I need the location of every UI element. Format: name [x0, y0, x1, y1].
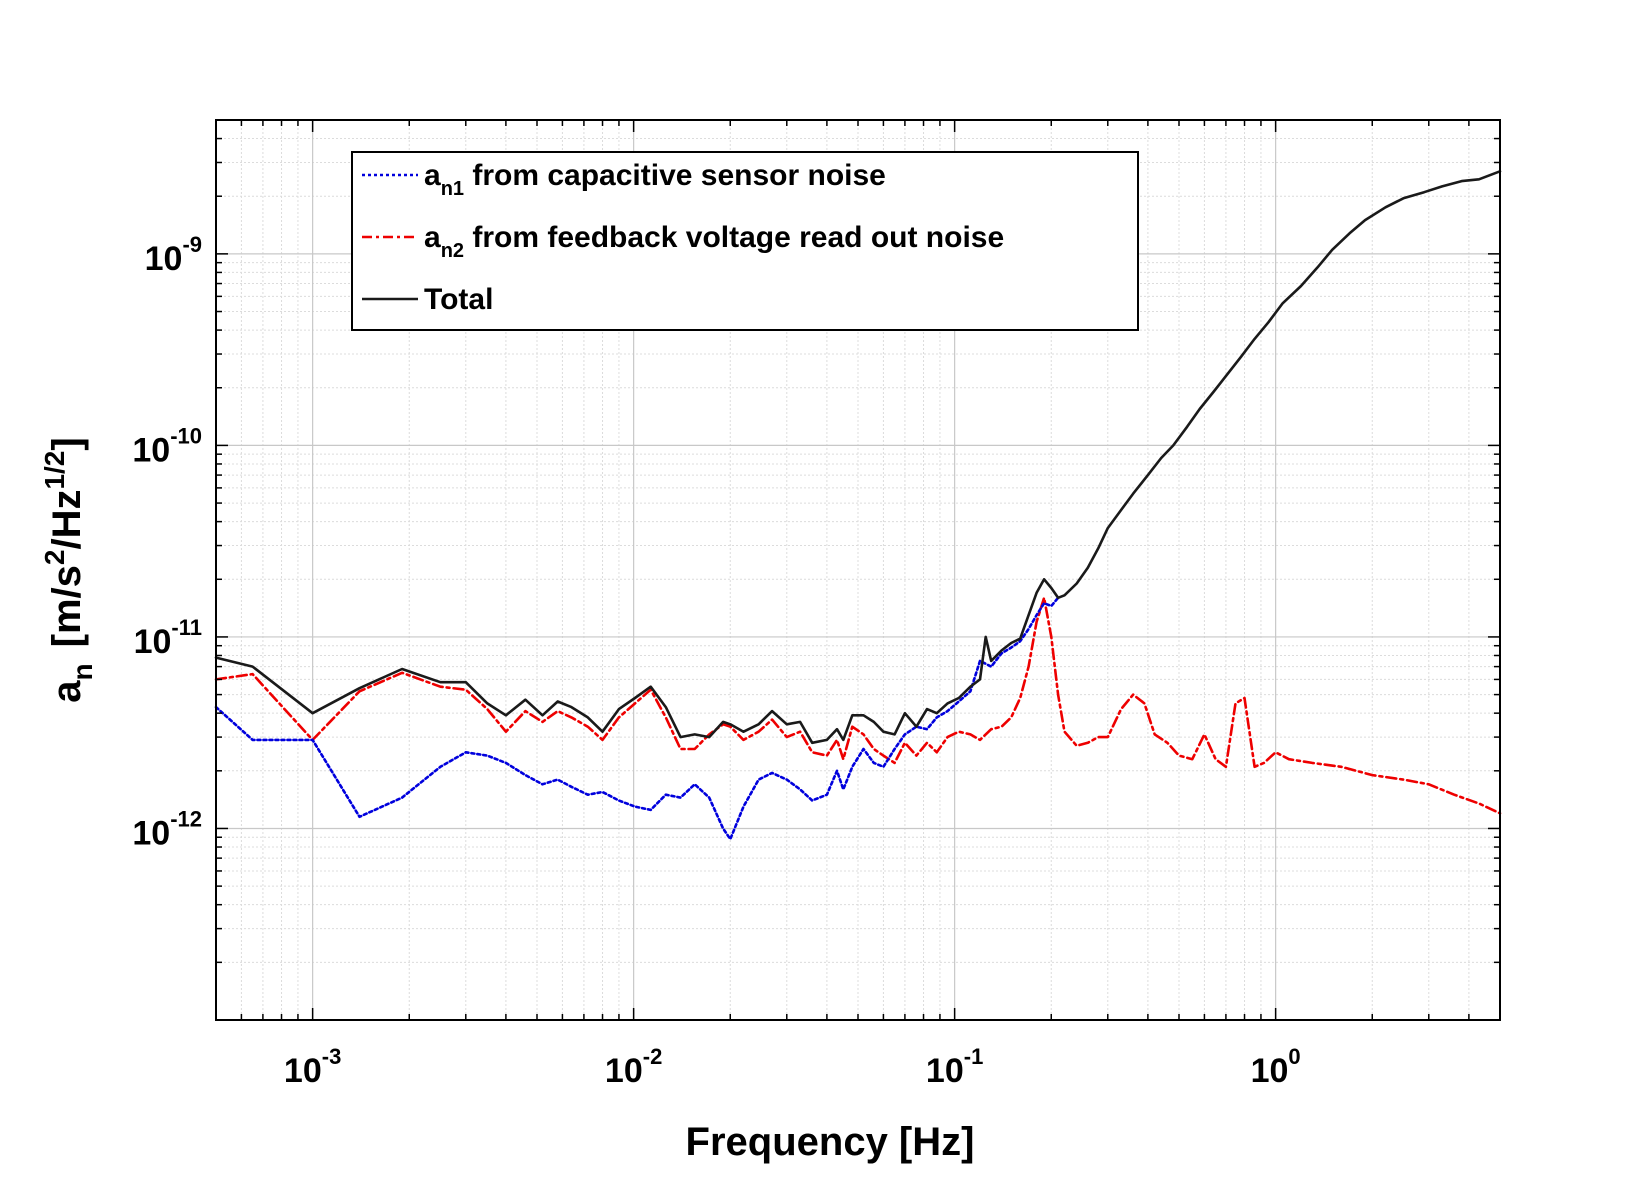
x-tick-label-exponent: 0	[1288, 1044, 1300, 1069]
y-axis-title: an [m/s2/Hz1/2]	[39, 437, 98, 702]
y-tick-label: 10-11	[134, 615, 202, 661]
y-tick-label: 10-12	[132, 806, 202, 852]
y-axis-units-mid: /Hz	[45, 490, 89, 550]
y-axis-symbol-sub: n	[67, 663, 98, 680]
legend-label-main: a	[424, 159, 441, 192]
y-axis-symbol: a	[45, 680, 89, 703]
y-tick-label-base: 10	[145, 240, 183, 278]
series-line-2	[214, 596, 1502, 815]
x-tick-label-base: 10	[605, 1052, 643, 1090]
y-tick-label-base: 10	[134, 623, 172, 661]
series-layer	[214, 170, 1502, 841]
x-tick-label: 100	[1251, 1044, 1301, 1090]
x-tick-label-base: 10	[926, 1052, 964, 1090]
y-axis-units-close: ]	[45, 437, 89, 450]
y-tick-label-base: 10	[132, 814, 170, 852]
x-tick-label: 10-3	[284, 1044, 341, 1090]
legend-label-rest: from feedback voltage read out noise	[464, 221, 1004, 254]
legend-label-1: an1 from capacitive sensor noise	[424, 159, 886, 200]
y-axis-units-open: [m/s	[45, 565, 89, 647]
x-axis-title: Frequency [Hz]	[686, 1120, 975, 1164]
legend-label-rest: from capacitive sensor noise	[464, 159, 886, 192]
y-axis-units-sup2: 1/2	[39, 451, 70, 490]
x-tick-label: 10-1	[926, 1044, 983, 1090]
x-tick-label-exponent: -2	[643, 1044, 663, 1069]
y-tick-label-exponent: -10	[170, 423, 202, 448]
x-tick-label: 10-2	[605, 1044, 662, 1090]
series-line-3	[214, 170, 1502, 745]
legend-label-sub: n2	[441, 240, 464, 262]
legend-label-3: Total	[424, 283, 493, 316]
y-tick-label-exponent: -11	[171, 615, 202, 640]
legend-label-main: Total	[424, 283, 493, 316]
legend-box	[351, 151, 1139, 331]
y-tick-label: 10-10	[132, 423, 202, 469]
y-tick-label-exponent: -9	[182, 232, 202, 257]
y-tick-label: 10-9	[145, 232, 202, 278]
legend-label-main: a	[424, 221, 441, 254]
x-tick-label-base: 10	[1251, 1052, 1289, 1090]
x-tick-label-exponent: -1	[964, 1044, 984, 1069]
legend-label-sub: n1	[441, 178, 464, 200]
legend-label-2: an2 from feedback voltage read out noise	[424, 221, 1004, 262]
tick-marks	[215, 119, 1501, 1021]
series-line-1	[214, 596, 1060, 841]
y-axis-units-sup1: 2	[39, 550, 70, 566]
x-tick-label-exponent: -3	[322, 1044, 342, 1069]
y-tick-label-base: 10	[132, 431, 170, 469]
y-tick-label-exponent: -12	[170, 806, 202, 831]
x-tick-label-base: 10	[284, 1052, 322, 1090]
